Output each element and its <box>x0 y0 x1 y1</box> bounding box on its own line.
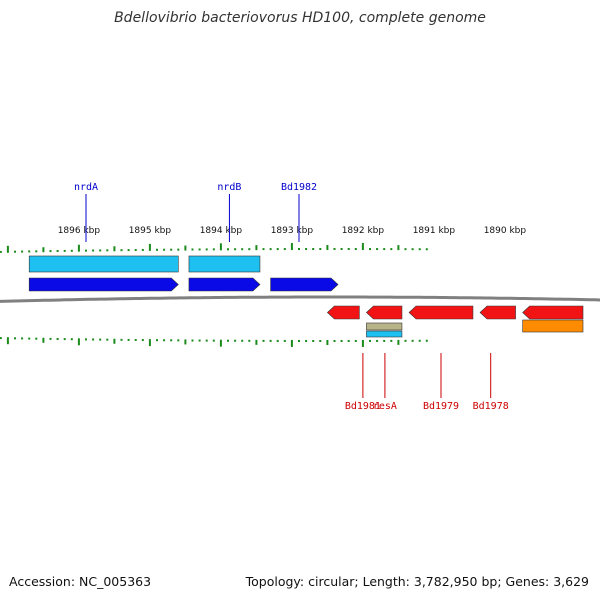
rrna-bar <box>366 322 403 331</box>
scale-label: 1894 kbp <box>200 226 243 236</box>
forward-gene-arrow <box>28 277 179 292</box>
reverse-gene-arrow <box>326 305 360 320</box>
reverse-gene-label: Bd1979 <box>423 401 459 412</box>
reverse-gene-arrow <box>522 305 584 320</box>
reverse-cds-bar <box>522 319 584 333</box>
scale-label: 1893 kbp <box>271 226 314 236</box>
scale-label: 1896 kbp <box>58 226 101 236</box>
forward-gene-label: nrdB <box>217 182 241 193</box>
reverse-gene-label: Bd1981 <box>345 401 381 412</box>
genome-stats-label: Topology: circular; Length: 3,782,950 bp… <box>245 574 589 589</box>
reverse-gene-label: resA <box>373 401 397 412</box>
scale-label: 1892 kbp <box>342 226 385 236</box>
scale-label: 1891 kbp <box>413 226 456 236</box>
forward-cds-bar <box>188 255 261 273</box>
forward-cds-bar <box>28 255 179 273</box>
forward-gene-arrow <box>188 277 261 292</box>
scale-label: 1890 kbp <box>484 226 527 236</box>
rrna-cds-bar <box>366 330 403 338</box>
accession-label: Accession: NC_005363 <box>9 574 152 589</box>
genome-backbone <box>0 295 600 303</box>
forward-gene-label: nrdA <box>74 182 98 193</box>
reverse-gene-arrow <box>479 305 516 320</box>
genome-title: Bdellovibrio bacteriovorus HD100, comple… <box>114 10 486 26</box>
reverse-gene-arrow <box>408 305 474 320</box>
reverse-gene-label: Bd1978 <box>473 401 509 412</box>
forward-gene-label: Bd1982 <box>281 182 317 193</box>
forward-gene-arrow <box>270 277 339 292</box>
reverse-gene-arrow <box>366 305 403 320</box>
scale-label: 1895 kbp <box>129 226 172 236</box>
